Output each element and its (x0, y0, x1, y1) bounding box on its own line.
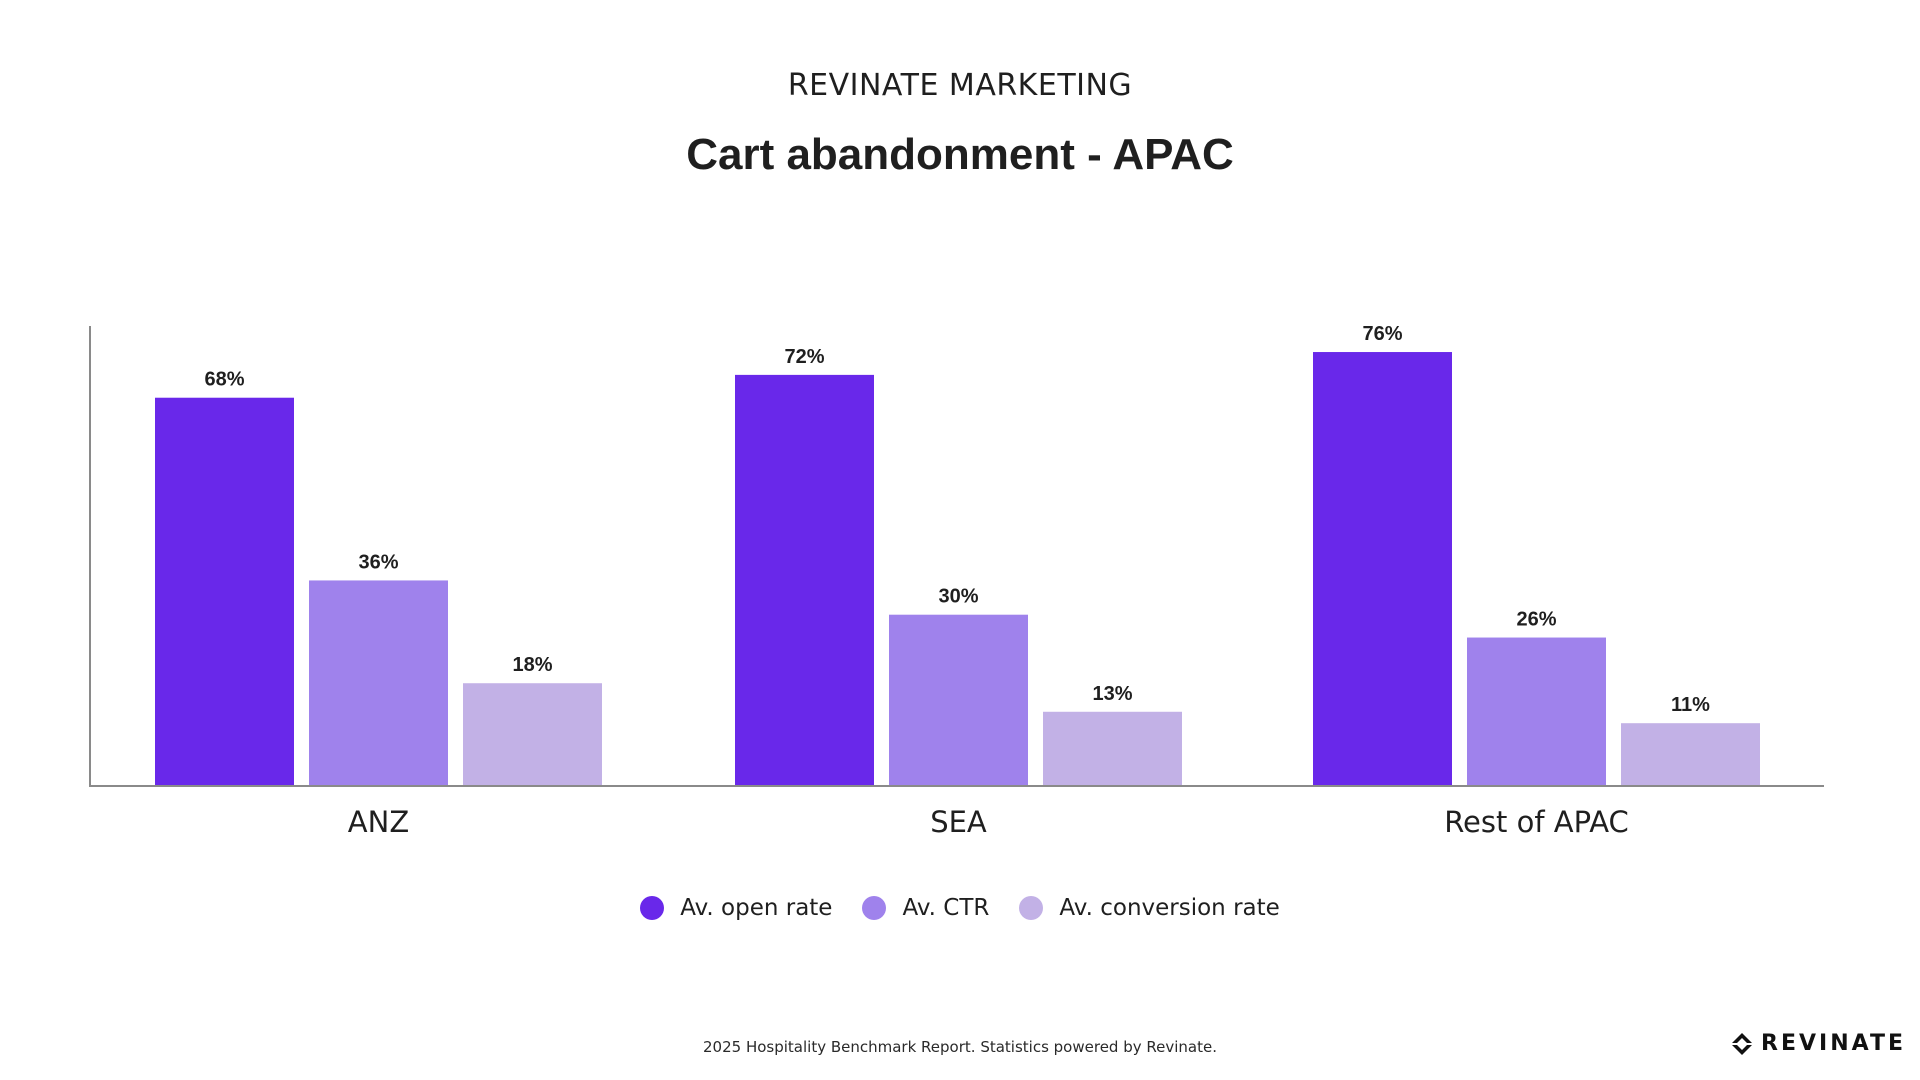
legend-swatch-icon (862, 896, 887, 920)
bar-anz-series-0 (155, 397, 294, 786)
labels-layer: 68% 36% 18% 72% 30% 13% 76% 26% 11% (204, 323, 1710, 716)
legend-label: Av. CTR (902, 895, 990, 921)
revinate-logo-icon (1732, 1032, 1753, 1055)
logo-text: REVINATE (1761, 1031, 1906, 1056)
legend-label: Av. open rate (680, 895, 833, 921)
bar-value-label: 36% (358, 551, 398, 573)
legend-swatch-icon (1019, 896, 1044, 920)
legend-swatch-icon (640, 896, 665, 920)
legend-item-0: Av. open rate (640, 895, 832, 921)
legend-label: Av. conversion rate (1059, 895, 1280, 921)
bar-sea-series-0 (735, 374, 874, 786)
footer-note: 2025 Hospitality Benchmark Report. Stati… (703, 1038, 1217, 1056)
bar-value-label: 18% (512, 654, 552, 676)
category-labels-layer: ANZ SEA Rest of APAC (348, 805, 1629, 839)
bar-value-label: 11% (1671, 694, 1710, 716)
bar-value-label: 68% (204, 369, 244, 391)
legend: Av. open rate Av. CTR Av. conversion rate (0, 895, 1920, 921)
category-label-rest-of-apac: Rest of APAC (1444, 805, 1629, 839)
bars-layer (155, 352, 1760, 786)
bar-value-label: 76% (1362, 323, 1402, 345)
legend-item-2: Av. conversion rate (1019, 895, 1280, 921)
revinate-logo: REVINATE (1731, 1031, 1906, 1056)
bar-sea-series-2 (1043, 711, 1182, 786)
category-label-anz: ANZ (348, 805, 409, 839)
bar-value-label: 26% (1516, 609, 1556, 631)
legend-item-1: Av. CTR (862, 895, 989, 921)
bar-anz-series-2 (463, 683, 602, 786)
bar-sea-series-1 (889, 614, 1028, 786)
brand-heading: REVINATE MARKETING (787, 68, 1133, 103)
bar-rest-of-apac-series-2 (1621, 723, 1760, 786)
bar-value-label: 72% (784, 346, 824, 368)
bar-rest-of-apac-series-0 (1313, 352, 1452, 786)
bar-value-label: 13% (1092, 683, 1132, 705)
bar-rest-of-apac-series-1 (1467, 637, 1606, 786)
bar-value-label: 30% (938, 586, 978, 608)
category-label-sea: SEA (930, 805, 987, 839)
chart-title: Cart abandonment - APAC (686, 130, 1234, 179)
bar-anz-series-1 (309, 580, 448, 786)
